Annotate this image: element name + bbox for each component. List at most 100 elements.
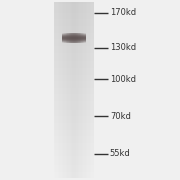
- Bar: [54, 163, 94, 165]
- Bar: [88, 2, 90, 178]
- Bar: [82, 33, 83, 43]
- Bar: [80, 33, 81, 43]
- Bar: [72, 33, 73, 43]
- Bar: [54, 136, 94, 139]
- Bar: [54, 141, 94, 143]
- Bar: [54, 15, 94, 17]
- Bar: [59, 2, 61, 178]
- Bar: [54, 167, 94, 169]
- Bar: [54, 61, 94, 64]
- Bar: [66, 33, 67, 43]
- Bar: [54, 154, 94, 156]
- Bar: [54, 108, 94, 110]
- Bar: [69, 2, 70, 178]
- Bar: [73, 33, 74, 43]
- Bar: [54, 48, 94, 50]
- Bar: [54, 37, 94, 39]
- Bar: [70, 33, 71, 43]
- Bar: [62, 33, 63, 43]
- Bar: [54, 127, 94, 130]
- Bar: [54, 88, 94, 90]
- Bar: [92, 2, 94, 178]
- Bar: [54, 50, 94, 53]
- Bar: [54, 33, 94, 35]
- Bar: [54, 11, 94, 13]
- Bar: [54, 116, 94, 119]
- Bar: [54, 169, 94, 172]
- Bar: [54, 64, 94, 66]
- Bar: [65, 33, 66, 43]
- Bar: [87, 2, 88, 178]
- Bar: [54, 72, 94, 75]
- Bar: [54, 77, 94, 79]
- Bar: [62, 34, 86, 35]
- Bar: [73, 2, 74, 178]
- Bar: [54, 139, 94, 141]
- Bar: [54, 110, 94, 112]
- Bar: [54, 39, 94, 42]
- Bar: [66, 2, 67, 178]
- Bar: [54, 103, 94, 105]
- Bar: [54, 30, 94, 33]
- Bar: [54, 97, 94, 99]
- Bar: [54, 134, 94, 136]
- Text: 170kd: 170kd: [110, 8, 136, 17]
- Bar: [54, 2, 94, 4]
- Bar: [77, 33, 78, 43]
- Bar: [54, 150, 94, 152]
- Bar: [54, 59, 94, 61]
- Bar: [54, 114, 94, 116]
- Text: 70kd: 70kd: [110, 112, 131, 121]
- Bar: [63, 2, 65, 178]
- Bar: [54, 145, 94, 147]
- Bar: [54, 79, 94, 81]
- Bar: [76, 2, 78, 178]
- Bar: [62, 42, 86, 43]
- Bar: [62, 38, 86, 39]
- Bar: [62, 2, 63, 178]
- Bar: [54, 66, 94, 68]
- Bar: [54, 94, 94, 97]
- Bar: [54, 2, 55, 178]
- Bar: [70, 2, 71, 178]
- Text: 130kd: 130kd: [110, 43, 136, 52]
- Bar: [76, 33, 77, 43]
- Bar: [54, 121, 94, 123]
- Bar: [54, 53, 94, 55]
- Bar: [54, 42, 94, 44]
- Bar: [61, 2, 62, 178]
- Bar: [65, 2, 66, 178]
- Bar: [54, 172, 94, 174]
- Bar: [82, 2, 83, 178]
- Bar: [83, 2, 84, 178]
- Bar: [57, 2, 58, 178]
- Bar: [54, 75, 94, 77]
- Bar: [85, 33, 86, 43]
- Bar: [62, 41, 86, 42]
- Bar: [54, 161, 94, 163]
- Bar: [54, 8, 94, 11]
- Bar: [84, 33, 85, 43]
- Bar: [54, 90, 94, 92]
- Bar: [54, 125, 94, 127]
- Bar: [54, 174, 94, 176]
- Bar: [54, 123, 94, 125]
- Bar: [54, 24, 94, 26]
- Bar: [90, 2, 91, 178]
- Bar: [54, 101, 94, 103]
- Bar: [91, 2, 92, 178]
- Text: 100kd: 100kd: [110, 75, 136, 84]
- Bar: [68, 33, 69, 43]
- Bar: [69, 33, 70, 43]
- Bar: [74, 2, 75, 178]
- Bar: [58, 2, 59, 178]
- Bar: [54, 105, 94, 108]
- Bar: [54, 86, 94, 88]
- Bar: [84, 2, 86, 178]
- Bar: [54, 57, 94, 59]
- Bar: [54, 143, 94, 145]
- Bar: [81, 33, 82, 43]
- Bar: [79, 2, 80, 178]
- Bar: [79, 33, 80, 43]
- Bar: [62, 36, 86, 37]
